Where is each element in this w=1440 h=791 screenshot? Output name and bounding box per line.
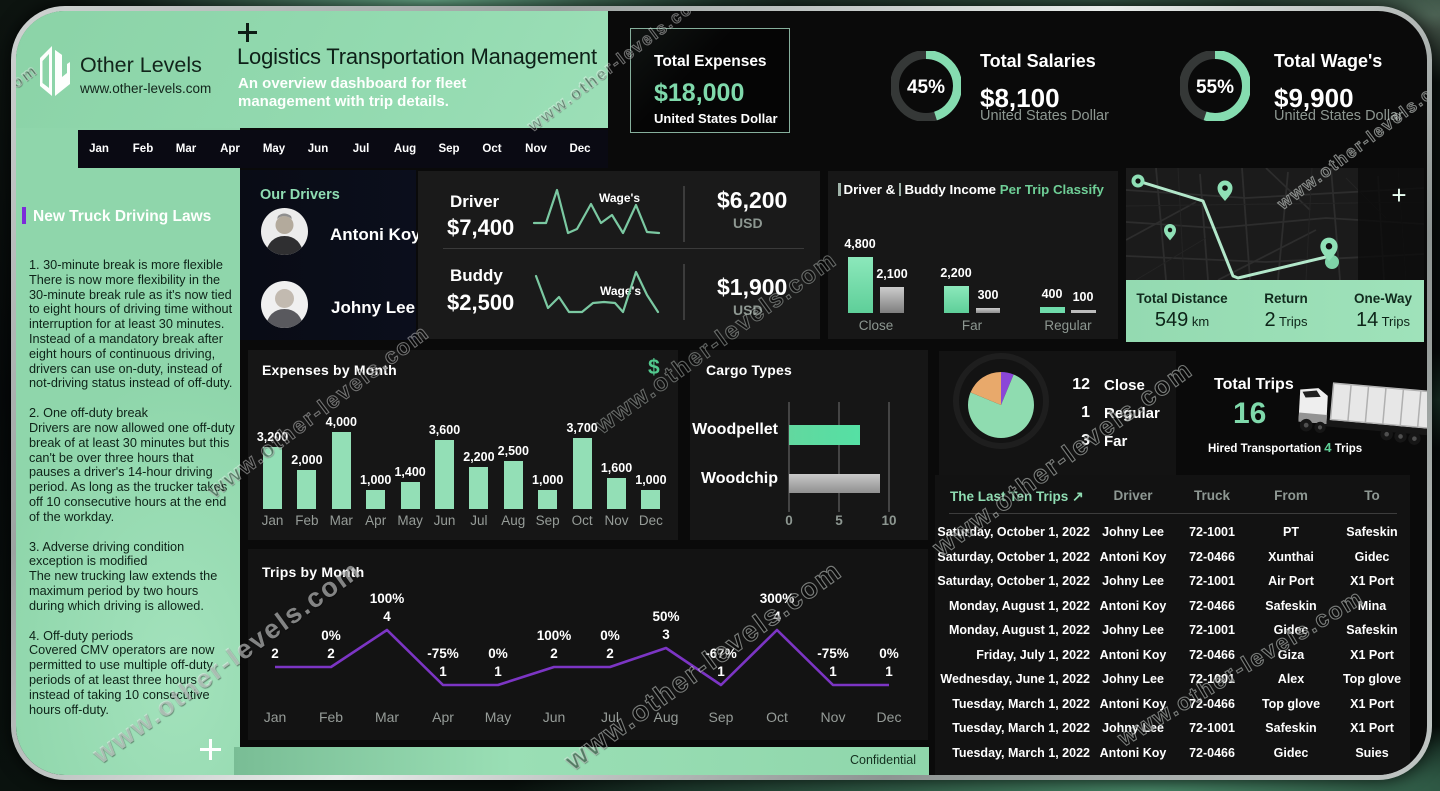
svg-text:45%: 45% <box>907 77 945 98</box>
svg-text:+: + <box>1391 180 1406 210</box>
svg-text:55%: 55% <box>1196 77 1234 98</box>
